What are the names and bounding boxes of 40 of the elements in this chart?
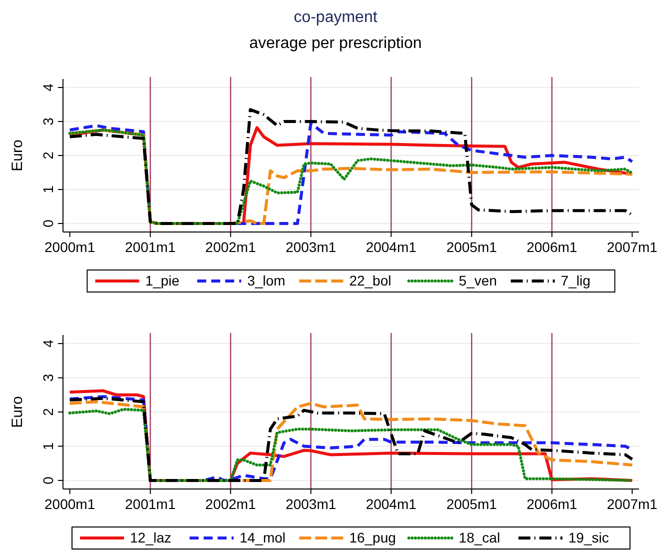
x-tick-label: 2004m1 bbox=[366, 239, 417, 255]
y-tick-label: 1 bbox=[40, 185, 56, 194]
y-tick-label: 3 bbox=[40, 117, 56, 126]
y-tick-label: 4 bbox=[40, 83, 56, 92]
y-tick-label: 4 bbox=[40, 339, 56, 348]
x-tick-label: 2005m1 bbox=[446, 496, 498, 512]
x-tick-label: 2005m1 bbox=[446, 239, 498, 255]
legend-label: 12_laz bbox=[130, 530, 172, 546]
legend-label: 16_pug bbox=[349, 530, 396, 546]
x-tick-label: 2006m1 bbox=[526, 496, 578, 512]
y-tick-label: 2 bbox=[40, 408, 56, 416]
x-tick-label: 2003m1 bbox=[286, 239, 336, 255]
y-tick-label: 3 bbox=[40, 374, 56, 382]
chart-subtitle: average per prescription bbox=[249, 35, 422, 52]
y-tick-label: 2 bbox=[40, 151, 56, 160]
x-tick-label: 2001m1 bbox=[125, 239, 176, 255]
x-tick-label: 2006m1 bbox=[526, 239, 578, 255]
y-axis-title: Euro bbox=[9, 140, 26, 172]
legend-label: 22_bol bbox=[349, 272, 392, 288]
x-tick-label: 2001m1 bbox=[125, 496, 176, 512]
x-tick-label: 2007m1 bbox=[606, 239, 658, 255]
y-tick-label: 0 bbox=[40, 476, 56, 484]
legend-label: 5_ven bbox=[458, 272, 497, 288]
y-tick-label: 0 bbox=[40, 219, 56, 228]
legend-label: 14_mol bbox=[240, 530, 286, 546]
chart-title: co-payment bbox=[294, 9, 378, 26]
legend-label: 7_lig bbox=[560, 272, 590, 288]
x-tick-label: 2003m1 bbox=[286, 496, 336, 512]
legend-label: 3_lom bbox=[247, 272, 286, 288]
x-tick-label: 2004m1 bbox=[366, 496, 417, 512]
legend-label: 19_sic bbox=[568, 530, 609, 546]
y-tick-label: 1 bbox=[40, 442, 56, 450]
legend-label: 1_pie bbox=[145, 272, 180, 288]
x-tick-label: 2002m1 bbox=[205, 239, 256, 255]
legend-label: 18_cal bbox=[458, 530, 500, 546]
x-tick-label: 2002m1 bbox=[205, 496, 256, 512]
x-tick-label: 2000m1 bbox=[44, 239, 96, 255]
y-axis-title: Euro bbox=[9, 396, 26, 428]
x-tick-label: 2000m1 bbox=[44, 496, 96, 512]
x-tick-label: 2007m1 bbox=[606, 496, 658, 512]
